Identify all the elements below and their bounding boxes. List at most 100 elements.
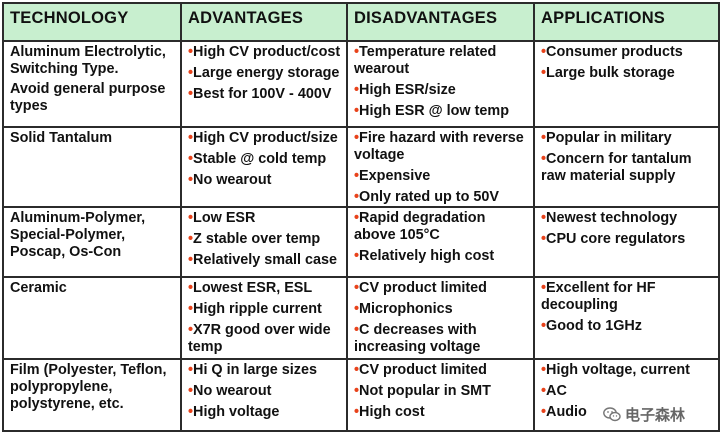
bullet-icon: • <box>541 362 547 378</box>
technology-name: Aluminum-Polymer, Special-Polymer, Posca… <box>10 210 176 261</box>
advantages-item: •Large energy storage <box>188 65 342 82</box>
cell-technology: Aluminum-Polymer, Special-Polymer, Posca… <box>2 206 182 278</box>
applications-item: •Concern for tantalum raw material suppl… <box>541 151 714 185</box>
technology-name: Avoid general purpose types <box>10 81 176 115</box>
advantages-item: •X7R good over wide temp <box>188 322 342 356</box>
cell-disadvantages: •Temperature related wearout •High ESR/si… <box>346 40 535 128</box>
item-text: Z stable over temp <box>193 231 321 247</box>
cell-technology: Film (Polyester, Teflon, polypropylene, … <box>2 358 182 432</box>
disadvantages-item: •Relatively high cost <box>354 248 529 265</box>
applications-item: •CPU core regulators <box>541 231 714 248</box>
advantages-item: •No wearout <box>188 383 342 400</box>
disadvantages-item: •Only rated up to 50V <box>354 189 529 206</box>
bullet-icon: • <box>354 189 360 205</box>
cell-applications: •Popular in military •Concern for tantalu… <box>533 126 720 208</box>
item-text: Microphonics <box>359 301 453 317</box>
item-text: High ripple current <box>193 301 322 317</box>
watermark-text: 电子森林 <box>625 406 686 424</box>
bullet-icon: • <box>541 44 547 60</box>
disadvantages-item: •CV product limited <box>354 280 529 297</box>
bullet-icon: • <box>188 130 194 146</box>
cell-technology: Solid Tantalum <box>2 126 182 208</box>
item-text: CV product limited <box>359 362 487 378</box>
header-applications: APPLICATIONS <box>533 2 720 42</box>
technology-name: Film (Polyester, Teflon, polypropylene, … <box>10 362 176 413</box>
item-text: High cost <box>359 404 425 420</box>
cell-disadvantages: •Fire hazard with reverse voltage •Expens… <box>346 126 535 208</box>
item-text: Not popular in SMT <box>359 383 491 399</box>
table-row: Aluminum Electrolytic, Switching Type. Av… <box>2 40 720 128</box>
applications-item: •High voltage, current <box>541 362 714 379</box>
item-text: Rapid degradation above 105°C <box>354 210 486 243</box>
item-text: CPU core regulators <box>546 231 686 247</box>
item-text: High voltage <box>193 404 280 420</box>
bullet-icon: • <box>354 362 360 378</box>
item-text: Audio <box>546 404 587 420</box>
table-row: Solid Tantalum •High CV product/size •Stab… <box>2 126 720 208</box>
cell-applications: •Newest technology •CPU core regulators <box>533 206 720 278</box>
watermark: 电子森林 <box>603 404 685 425</box>
disadvantages-item: •Microphonics <box>354 301 529 318</box>
bullet-icon: • <box>354 168 360 184</box>
item-text: High voltage, current <box>546 362 690 378</box>
advantages-item: •High ripple current <box>188 301 342 318</box>
cell-disadvantages: •CV product limited •Not popular in SMT •H… <box>346 358 535 432</box>
advantages-item: •Low ESR <box>188 210 342 227</box>
item-text: High CV product/size <box>193 130 338 146</box>
item-text: Expensive <box>359 168 431 184</box>
bullet-icon: • <box>188 362 194 378</box>
capacitor-comparison-table: TECHNOLOGY ADVANTAGES DISADVANTAGES APPL… <box>2 2 720 432</box>
cell-technology: Ceramic <box>2 276 182 360</box>
cell-applications: •Consumer products •Large bulk storage <box>533 40 720 128</box>
bullet-icon: • <box>188 404 194 420</box>
bullet-icon: • <box>541 404 547 420</box>
applications-item: •Popular in military <box>541 130 714 147</box>
bullet-icon: • <box>188 231 194 247</box>
item-text: Newest technology <box>546 210 678 226</box>
technology-name: Aluminum Electrolytic, Switching Type. <box>10 44 176 78</box>
header-technology: TECHNOLOGY <box>2 2 182 42</box>
item-text: Consumer products <box>546 44 683 60</box>
advantages-item: •Stable @ cold temp <box>188 151 342 168</box>
cell-advantages: •Lowest ESR, ESL •High ripple current •X7R… <box>180 276 348 360</box>
table-row: Aluminum-Polymer, Special-Polymer, Posca… <box>2 206 720 278</box>
bullet-icon: • <box>541 210 547 226</box>
item-text: Only rated up to 50V <box>359 189 499 205</box>
item-text: Avoid general purpose types <box>10 81 166 114</box>
item-text: High CV product/cost <box>193 44 341 60</box>
item-text: Aluminum-Polymer, Special-Polymer, Posca… <box>10 210 146 260</box>
technology-name: Ceramic <box>10 280 176 297</box>
technology-name: Solid Tantalum <box>10 130 176 147</box>
cell-disadvantages: •Rapid degradation above 105°C •Relativel… <box>346 206 535 278</box>
advantages-item: •Hi Q in large sizes <box>188 362 342 379</box>
disadvantages-item: •High ESR/size <box>354 82 529 99</box>
bullet-icon: • <box>188 65 194 81</box>
bullet-icon: • <box>188 172 194 188</box>
cell-advantages: •High CV product/size •Stable @ cold temp… <box>180 126 348 208</box>
comparison-table-wrapper: TECHNOLOGY ADVANTAGES DISADVANTAGES APPL… <box>2 2 720 432</box>
bullet-icon: • <box>354 322 360 338</box>
item-text: Hi Q in large sizes <box>193 362 318 378</box>
advantages-item: •Relatively small case <box>188 252 342 269</box>
item-text: High ESR/size <box>359 82 456 98</box>
item-text: Ceramic <box>10 280 67 296</box>
bullet-icon: • <box>354 44 360 60</box>
bullet-icon: • <box>188 86 194 102</box>
item-text: CV product limited <box>359 280 487 296</box>
item-text: Relatively high cost <box>359 248 495 264</box>
header-advantages: ADVANTAGES <box>180 2 348 42</box>
bullet-icon: • <box>354 82 360 98</box>
bullet-icon: • <box>354 404 360 420</box>
item-text: Excellent for HF decoupling <box>541 280 656 313</box>
table-body: Aluminum Electrolytic, Switching Type. Av… <box>2 40 720 432</box>
item-text: No wearout <box>193 383 272 399</box>
bullet-icon: • <box>354 280 360 296</box>
applications-item: •AC <box>541 383 714 400</box>
cell-applications: •Excellent for HF decoupling •Good to 1GH… <box>533 276 720 360</box>
item-text: Film (Polyester, Teflon, polypropylene, … <box>10 362 167 412</box>
applications-item: •Large bulk storage <box>541 65 714 82</box>
item-text: Good to 1GHz <box>546 318 642 334</box>
applications-item: •Good to 1GHz <box>541 318 714 335</box>
bullet-icon: • <box>354 383 360 399</box>
item-text: C decreases with increasing voltage <box>354 322 481 355</box>
